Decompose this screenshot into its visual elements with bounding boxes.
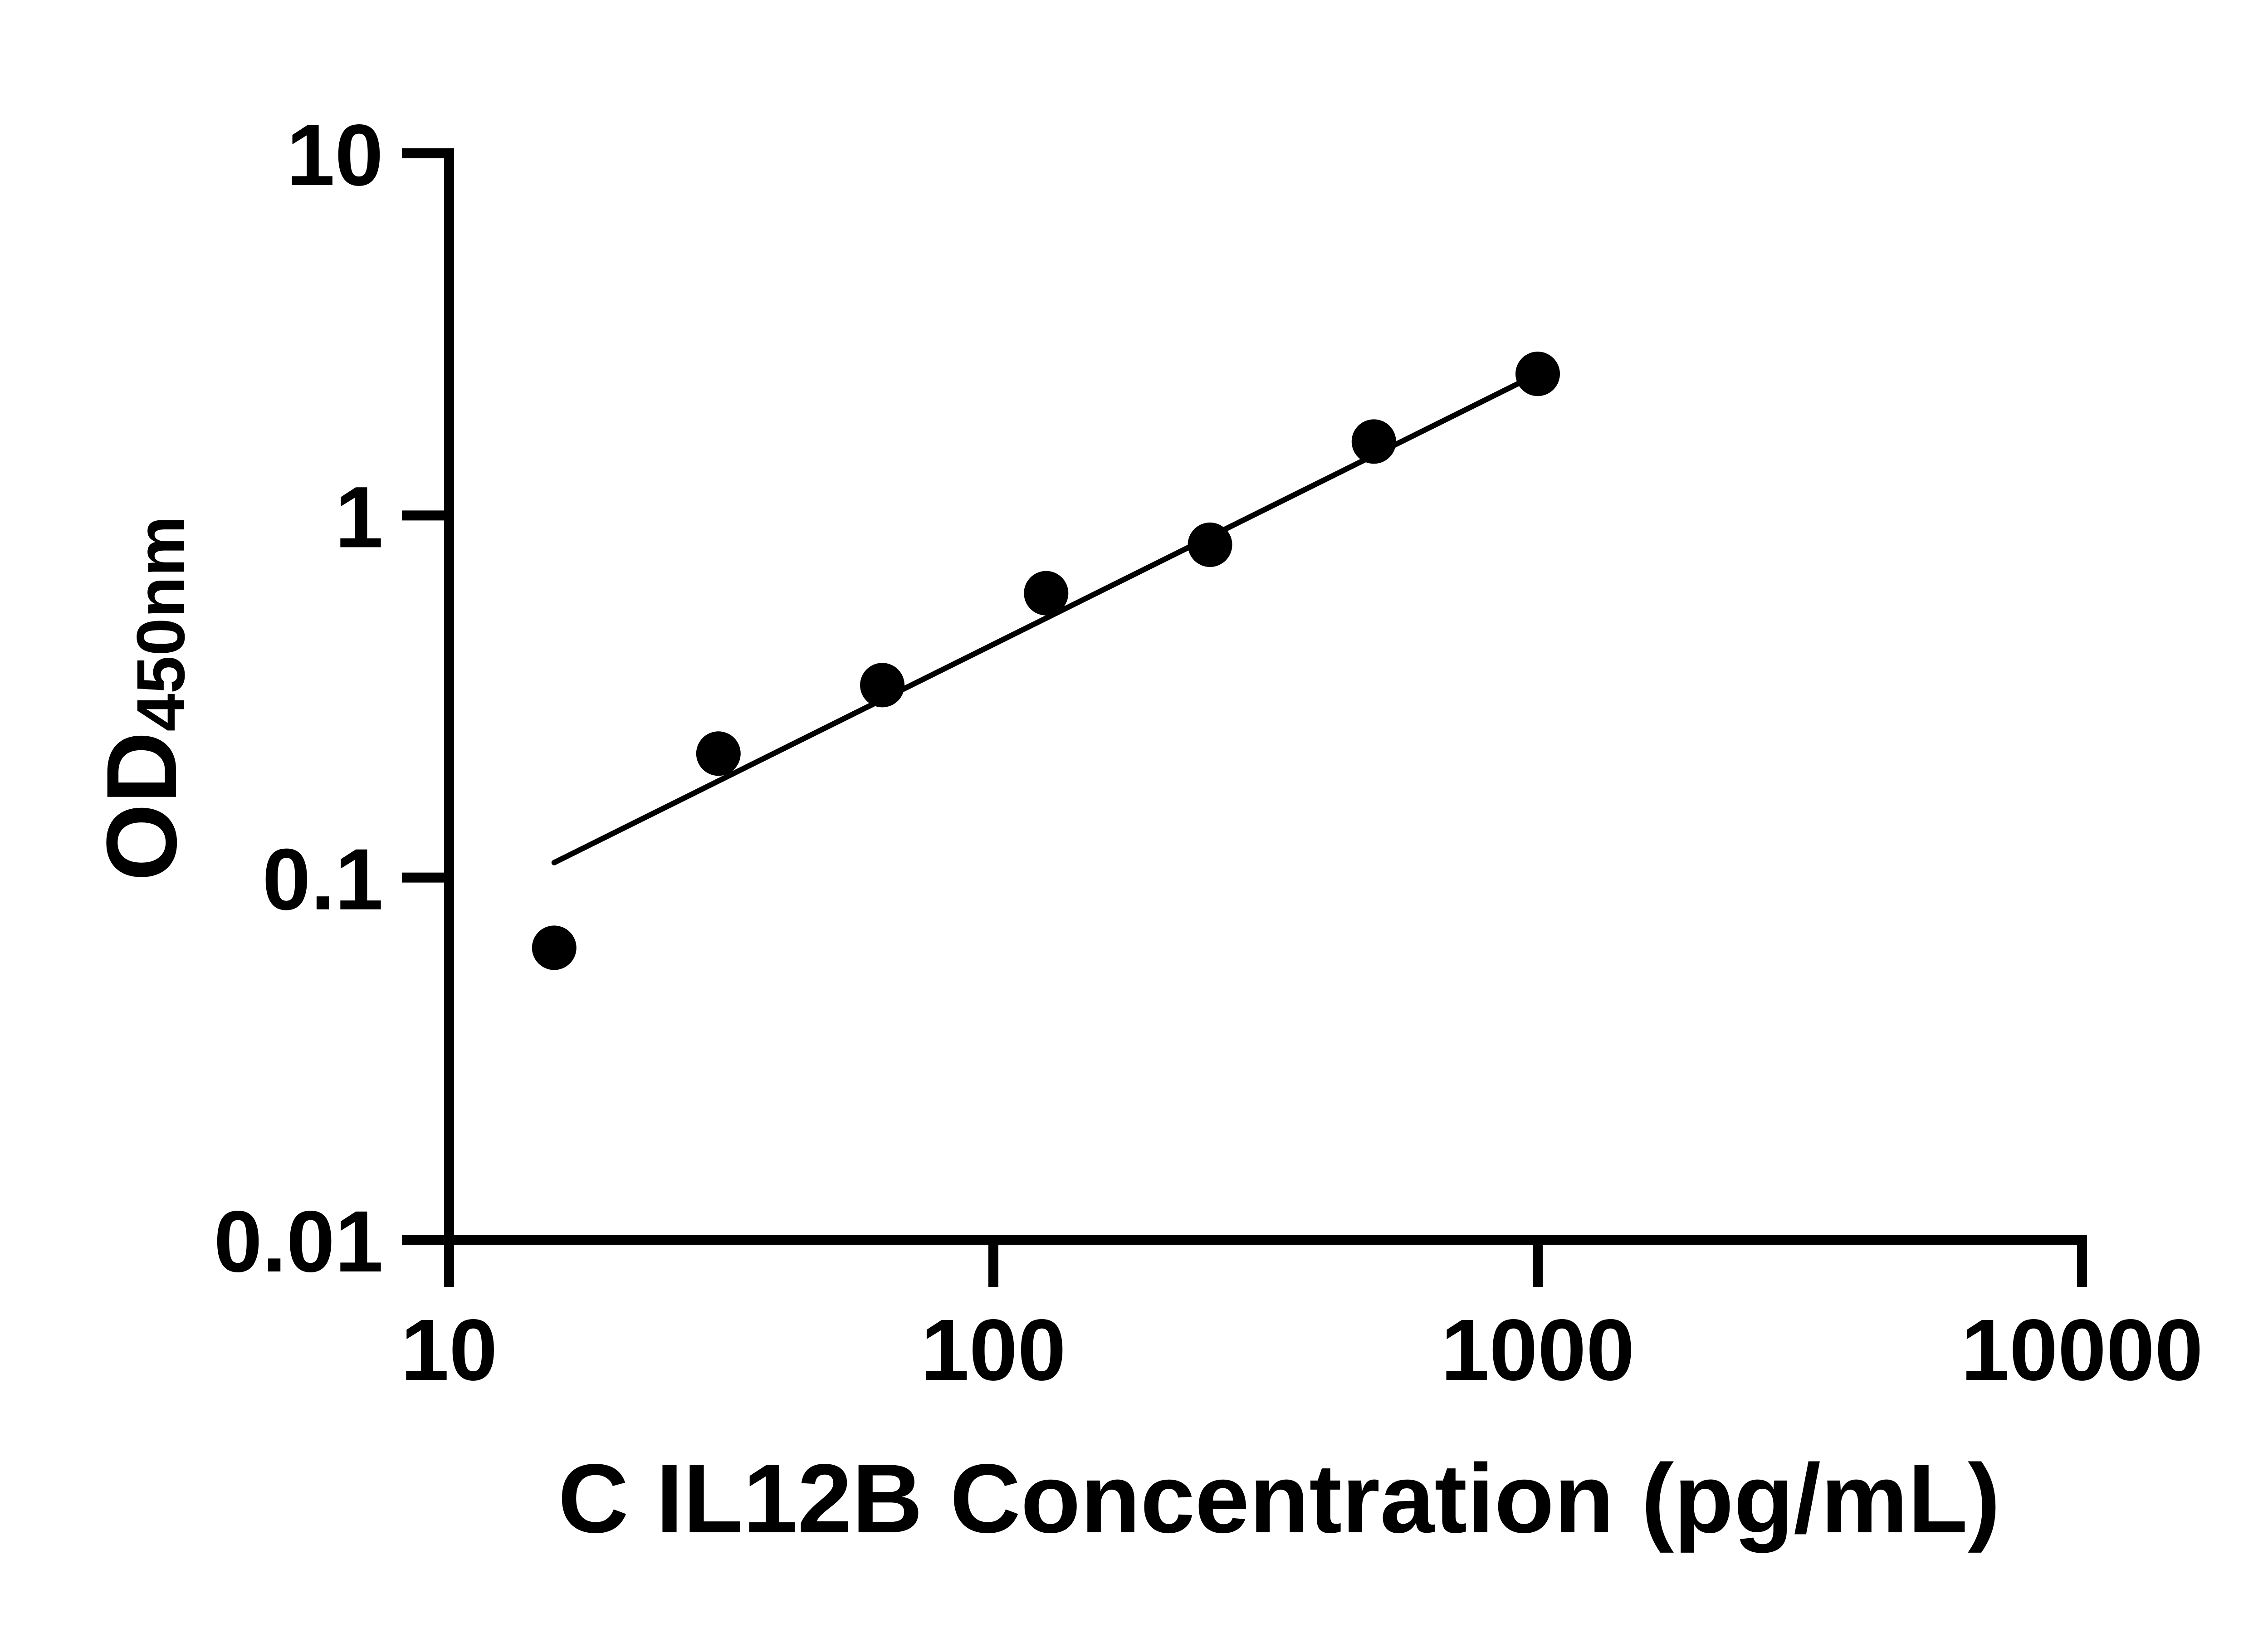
y-tick-label-0.1: 0.1 (262, 831, 383, 928)
y-axis-title-subscript: 450nm (122, 516, 199, 731)
y-tick-label-0.01: 0.01 (214, 1193, 383, 1290)
data-point-2 (696, 731, 741, 776)
data-layer (532, 352, 1560, 970)
x-tick-label-10000: 10000 (1961, 1301, 2203, 1398)
data-point-3 (860, 663, 905, 708)
data-point-6 (1351, 419, 1396, 464)
x-tick-label-10: 10 (401, 1301, 498, 1398)
data-point-1 (532, 925, 577, 970)
y-tick-label-10: 10 (286, 106, 383, 204)
y-axis-title-main: OD (86, 732, 197, 881)
x-tick-label-1000: 1000 (1441, 1301, 1634, 1398)
data-point-7 (1515, 352, 1560, 396)
axes-layer: 10 100 1000 10000 10 1 0.1 0.01 (214, 106, 2203, 1398)
x-axis-title: C IL12B Concentration (pg/mL) (558, 1443, 2000, 1553)
data-point-4 (1024, 571, 1069, 616)
data-point-5 (1188, 522, 1232, 567)
x-tick-label-100: 100 (921, 1301, 1066, 1398)
y-axis-title: OD450nm (86, 516, 199, 881)
y-tick-label-1: 1 (335, 468, 383, 566)
